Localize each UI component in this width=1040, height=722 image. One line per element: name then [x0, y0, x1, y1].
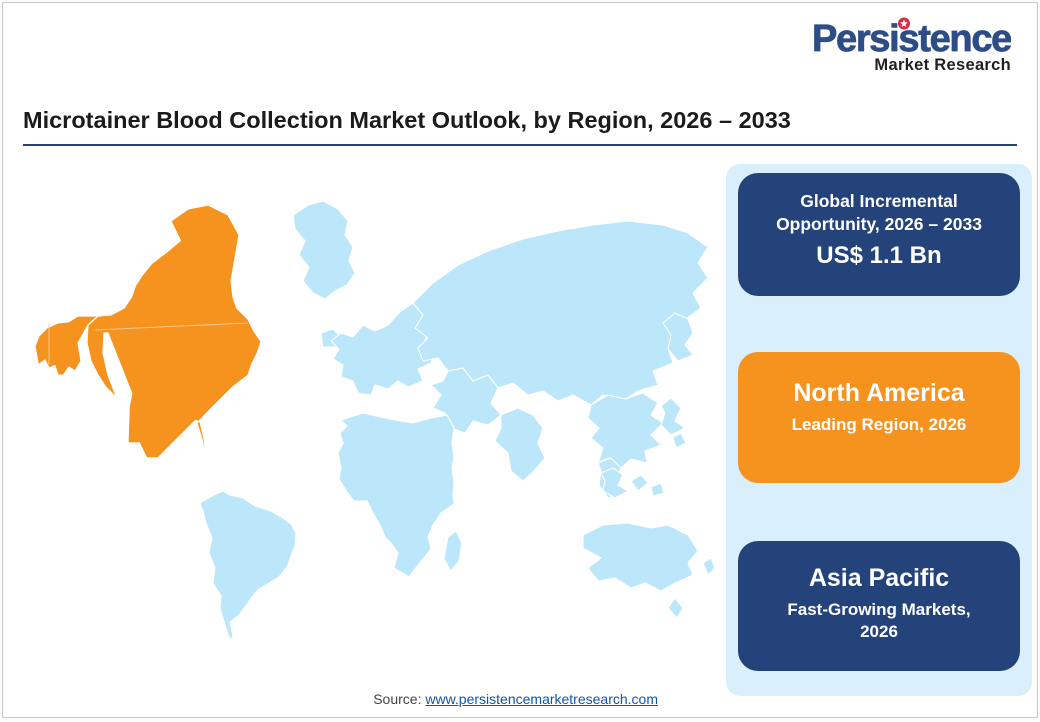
- svg-text:Market Research: Market Research: [874, 56, 1011, 74]
- svg-text:Persistence: Persistence: [812, 18, 1011, 60]
